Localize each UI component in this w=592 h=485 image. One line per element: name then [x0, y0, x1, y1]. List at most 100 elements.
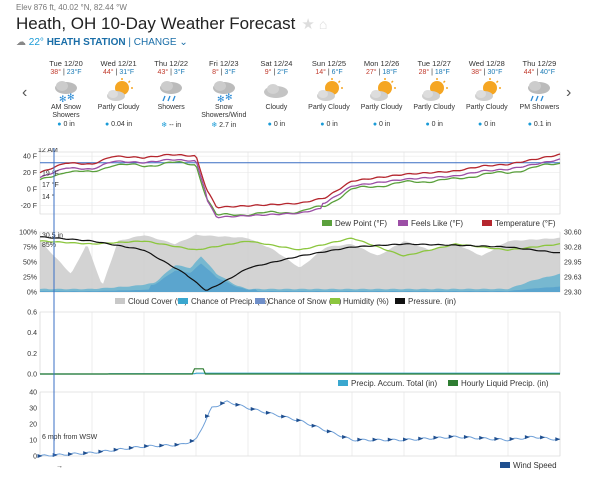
svg-text:✻: ✻ — [67, 92, 75, 102]
day-precip: ● 0.04 in — [93, 121, 145, 128]
day-precip: ● 0 in — [356, 121, 408, 128]
day-column[interactable]: Wed 12/28 38° | 30°F Partly Cloudy ● 0 in — [461, 58, 513, 150]
charts-svg: 40 F 20 F 0 F -20 F 12 AM 19 °F 17 °F 14 ° Dew P… — [19, 147, 582, 470]
cursor-arrow-icon: → — [56, 463, 63, 470]
day-condition: AM Snow Showers — [51, 104, 81, 119]
day-precip-value: 2.7 in — [219, 122, 237, 129]
day-column[interactable]: Sat 12/24 9° | 2°F Cloudy ● 0 in — [250, 58, 302, 150]
precip-drop-icon: ❄ — [211, 122, 218, 129]
title-text: Heath, OH 10-Day Weather Forecast — [16, 14, 296, 33]
hourly-precip-line — [40, 368, 560, 375]
day-condition: Partly Cloudy — [465, 104, 508, 111]
wind-direction-arrow — [540, 435, 546, 440]
humidity-cursor-label: 85% — [42, 242, 56, 249]
precip-drop-icon: ● — [425, 121, 430, 128]
legend-label: Cloud Cover (%) — [128, 297, 187, 306]
day-high: 9° — [264, 69, 272, 76]
favorite-star-icon[interactable]: ★ — [301, 16, 315, 33]
day-column[interactable]: Tue 12/20 38° | 23°F ✻ ✻ AM Snow Showers ● 0 … — [40, 58, 92, 150]
day-precip: ❄ 2.7 in — [198, 121, 250, 129]
legend-label: Pressure. (in) — [408, 297, 456, 306]
day-high: 38° — [50, 69, 61, 76]
pressure-y-tick: 29.63 — [564, 275, 582, 282]
wind-direction-arrow — [509, 437, 515, 442]
current-temp: 22° — [28, 37, 44, 48]
day-date: Wed 12/28 — [468, 59, 505, 68]
wind-y-tick: 20 — [29, 422, 37, 429]
day-date: Fri 12/23 — [208, 59, 239, 68]
wind-direction-arrow — [479, 435, 485, 440]
day-low: 3°F — [173, 69, 185, 76]
cloud-y-tick: 0% — [27, 290, 37, 297]
legend-label: Precip. Accum. Total (in) — [351, 379, 437, 388]
day-condition: Partly Cloudy — [97, 104, 140, 111]
day-high: 8° — [212, 69, 219, 76]
partly-cloudy-icon — [93, 78, 145, 104]
wind-direction-arrow — [174, 442, 180, 447]
day-high: 44° — [523, 69, 535, 76]
precip-y-tick: 0.2 — [27, 351, 37, 358]
wind-cursor-label: 6 mph from WSW — [42, 434, 98, 441]
day-condition: Partly Cloudy — [413, 104, 455, 111]
pressure-y-tick: 29.95 — [564, 260, 582, 267]
day-precip-value: 0 in — [484, 121, 496, 128]
day-low: 30°F — [487, 69, 503, 76]
day-column[interactable]: Sun 12/25 14° | 6°F Partly Cloudy ● 0 in — [303, 58, 355, 150]
precip-drop-icon: ● — [372, 121, 378, 128]
home-icon[interactable]: ⌂ — [318, 16, 328, 32]
day-precip-value: 0.1 in — [533, 121, 552, 128]
partly-cloudy-icon — [356, 78, 408, 104]
day-low: 31°F — [119, 69, 135, 76]
wind-direction-arrow — [98, 449, 104, 454]
day-low: 3°F — [224, 69, 236, 76]
prev-days-arrow-icon[interactable]: ‹ — [22, 84, 28, 101]
wind-direction-arrow — [144, 444, 150, 449]
change-station-link[interactable]: CHANGE — [133, 37, 177, 48]
day-temps: 14° | 6°F — [315, 69, 343, 76]
day-column[interactable]: Tue 12/27 28° | 18°F Partly Cloudy ● 0 in — [408, 58, 460, 150]
day-low: 2°F — [277, 69, 289, 76]
day-column[interactable]: Thu 12/22 43° | 3°F Showers ❄ -- in — [145, 58, 197, 150]
precip-drop-icon: ● — [478, 121, 483, 128]
dew-cursor-label: 14 ° — [42, 193, 55, 201]
wind-direction-arrow — [326, 429, 332, 434]
day-temps: 9° | 2°F — [264, 69, 289, 76]
wind-direction-arrow — [189, 438, 195, 443]
wind-y-tick: 10 — [29, 438, 37, 445]
day-high: 44° — [103, 69, 114, 76]
day-precip-value: 0 in — [379, 121, 391, 128]
day-date: Thu 12/29 — [522, 59, 557, 68]
legend-label: Humidity (%) — [343, 297, 389, 306]
day-date: Sat 12/24 — [260, 59, 293, 68]
feels-cursor-label: 17 °F — [42, 181, 59, 189]
day-low: 23°F — [66, 69, 82, 76]
wind-direction-arrow — [220, 401, 226, 406]
legend-swatch — [255, 298, 265, 304]
wind-direction-arrow — [494, 436, 500, 441]
next-days-arrow-icon[interactable]: › — [566, 84, 572, 101]
svg-text:✻: ✻ — [225, 92, 233, 102]
day-condition: Cloudy — [265, 104, 288, 111]
svg-text:✻: ✻ — [59, 94, 67, 104]
day-date: Tue 12/27 — [417, 59, 451, 68]
day-low: 18°F — [382, 69, 398, 76]
wind-y-tick: 0 — [33, 454, 37, 461]
wind-y-tick: 40 — [29, 390, 37, 397]
station-bar: ☁ 22° HEATH STATION | CHANGE ⌄ — [16, 37, 188, 48]
day-temps: 38° | 23°F — [50, 69, 82, 76]
station-name[interactable]: HEATH STATION — [46, 37, 126, 48]
day-date: Sun 12/25 — [311, 59, 347, 68]
day-column[interactable]: Wed 12/21 44° | 31°F Partly Cloudy ● 0.04 i… — [93, 58, 145, 150]
pressure-y-tick: 30.60 — [564, 230, 582, 237]
chevron-down-icon[interactable]: ⌄ — [179, 37, 188, 48]
wind-direction-arrow — [448, 434, 454, 439]
wind-direction-arrow — [281, 414, 287, 419]
legend-label: Chance of Precip. (%) — [191, 297, 270, 306]
day-column[interactable]: Thu 12/29 44° | 40°F PM Showers ● 0.1 in — [513, 58, 565, 150]
forecast-days: Tue 12/20 38° | 23°F ✻ ✻ AM Snow Showers ● 0 … — [40, 58, 562, 150]
pressure-y-tick: 29.30 — [564, 290, 582, 297]
day-column[interactable]: Fri 12/23 8° | 3°F ✻ ✻ Snow Showers/Wind ❄ 2.… — [198, 58, 250, 150]
temp-y-tick: 40 F — [23, 154, 37, 161]
wind-direction-arrow — [159, 443, 165, 448]
day-column[interactable]: Mon 12/26 27° | 18°F Partly Cloudy ● 0 in — [356, 58, 408, 150]
